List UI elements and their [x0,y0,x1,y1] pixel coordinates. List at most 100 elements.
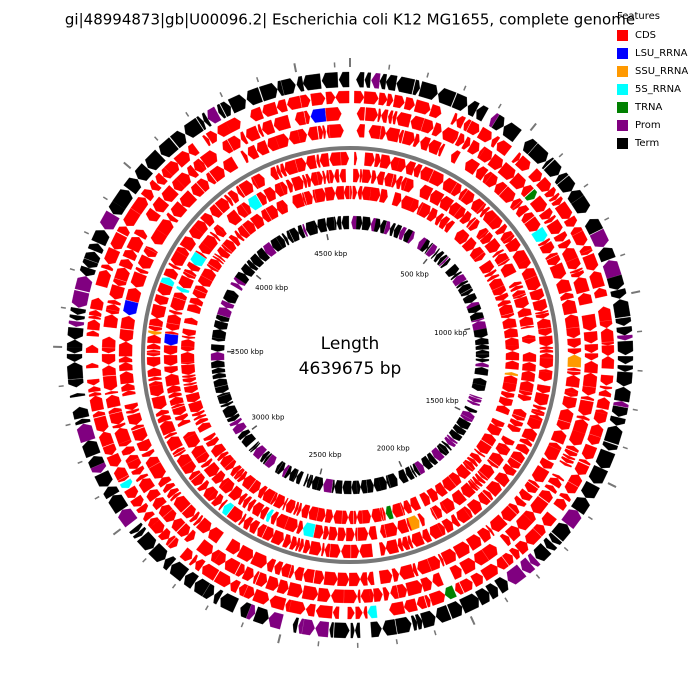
feature [225,538,241,555]
feature [335,185,345,200]
feature [260,506,270,520]
feature [179,547,193,562]
feature [535,310,549,315]
feature [233,468,244,479]
feature [379,154,391,169]
feature [162,508,177,523]
feature [450,182,462,197]
feature [446,434,458,445]
feature [104,391,119,395]
feature [373,218,381,233]
feature [487,153,504,171]
feature [89,395,104,412]
feature [203,461,220,478]
feature [305,603,316,617]
feature [495,405,510,416]
legend-title: Features [617,11,660,22]
feature [122,249,138,262]
feature [401,177,408,191]
feature [519,316,534,327]
feature [217,393,233,404]
legend-label: Prom [635,120,661,131]
feature [235,563,245,577]
feature [237,513,247,526]
feature [192,288,207,299]
outer-tick [65,423,71,427]
feature [292,469,299,483]
feature [413,99,431,115]
feature [380,524,387,539]
feature [507,423,522,433]
feature [238,493,249,506]
feature [152,497,167,511]
feature [405,466,415,481]
feature [479,206,491,218]
feature [222,139,234,154]
feature [328,169,335,184]
feature [474,448,486,458]
feature [410,615,418,631]
feature [220,400,234,408]
feature [497,300,511,308]
feature [129,522,143,535]
feature [567,371,581,376]
outer-tick [171,583,177,589]
feature [209,203,224,218]
feature [163,268,179,280]
feature [87,243,104,254]
scale-tick [398,460,403,467]
feature [422,528,433,543]
feature [564,391,578,397]
feature [209,165,225,183]
feature [473,251,486,263]
feature [261,526,274,541]
feature [151,303,167,319]
feature [465,534,482,551]
feature [500,230,514,243]
feature [541,511,557,527]
outer-tick [583,183,589,188]
feature [434,482,448,497]
feature [223,156,239,173]
feature [234,271,250,285]
feature [143,247,158,258]
feature [521,428,538,443]
feature [246,87,263,106]
feature [262,453,273,465]
feature [119,329,134,342]
feature [401,130,415,146]
feature [510,451,526,464]
feature [491,417,505,428]
feature [498,396,514,406]
feature [71,289,90,308]
feature [189,297,204,307]
feature [316,171,323,185]
feature [469,452,482,464]
feature [148,325,163,332]
feature [368,124,382,140]
feature [316,154,321,168]
feature [112,422,126,429]
legend-label: CDS [635,30,656,41]
feature [207,258,222,271]
feature [395,616,412,635]
feature [488,452,504,467]
feature [613,299,631,319]
feature [421,455,434,470]
feature [481,543,498,561]
feature [299,94,311,108]
feature [582,253,599,271]
feature [496,556,509,570]
feature [440,257,451,269]
feature [455,463,472,480]
feature [161,167,173,179]
feature [240,131,249,145]
feature [420,577,432,592]
feature [392,111,398,125]
feature [164,432,178,440]
feature [499,533,511,547]
feature [387,473,398,488]
feature [452,541,470,559]
feature [302,192,307,206]
feature [323,571,338,586]
